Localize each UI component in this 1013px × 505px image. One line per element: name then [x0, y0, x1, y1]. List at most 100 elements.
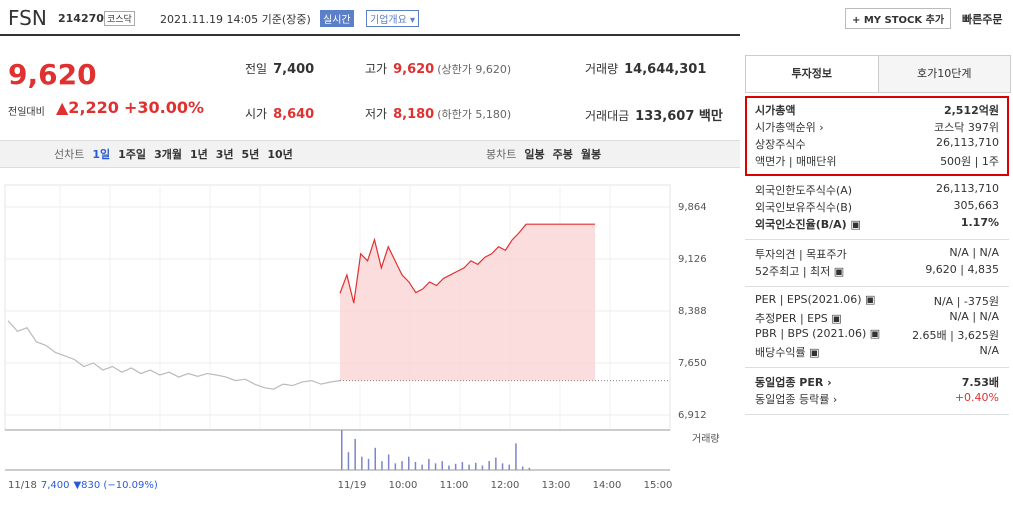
- tab[interactable]: 월봉: [580, 148, 602, 161]
- info-row: 외국인한도주식수(A) 26,113,710: [755, 182, 999, 199]
- volume-bar: [367, 458, 370, 470]
- tab[interactable]: 1일: [92, 148, 111, 161]
- price: 9,620: [8, 58, 97, 91]
- volume-bar: [361, 456, 363, 470]
- tab[interactable]: 투자정보: [791, 67, 832, 80]
- info-label: 외국인보유주식수(B): [755, 201, 853, 214]
- info-label: 액면가 | 매매단위: [755, 155, 837, 168]
- volume-bar: [501, 463, 504, 470]
- info-label: PER | EPS(2021.06) ▣: [755, 293, 876, 306]
- tab-label: 선차트: [54, 148, 85, 161]
- info-row: 시가총액 2,512억원: [755, 102, 999, 119]
- info-value: 2.65배 | 3,625원: [912, 329, 999, 342]
- cell-label: 고가: [365, 62, 388, 76]
- info-value: 7.53배: [961, 376, 999, 389]
- info-value: +0.40%: [954, 391, 999, 404]
- price-cell: 시가 8,640: [245, 105, 314, 122]
- cell-value: 133,607 백만: [635, 109, 723, 124]
- x-tick-label: 13:00: [542, 480, 571, 491]
- realtime-badge[interactable]: 실시간: [320, 10, 354, 27]
- volume-bar: [394, 463, 397, 470]
- info-value: 1.17%: [960, 216, 999, 229]
- cell-value: 9,620: [393, 62, 435, 77]
- tab[interactable]: 3개월: [154, 148, 182, 161]
- cell-value: 14,644,301: [624, 62, 707, 77]
- info-row: 외국인소진율(B/A) ▣ 1.17%: [755, 216, 999, 233]
- info-value: 9,620 | 4,835: [925, 263, 999, 276]
- mystock-button[interactable]: + MY STOCK 추가: [845, 8, 952, 29]
- time: 2021.11.19 14:05 기준(장중): [160, 13, 311, 26]
- volume-bar: [341, 430, 343, 470]
- x-tick-label: 10:00: [389, 480, 418, 491]
- candle-tabs: 봉차트 일봉 주봉 월봉: [482, 146, 605, 162]
- chart-tabs: [0, 140, 740, 168]
- tab[interactable]: 1주일: [118, 148, 147, 161]
- cell-value: 8,640: [273, 107, 315, 122]
- x-tick-label: 15:00: [644, 480, 673, 491]
- overview-button[interactable]: 기업개요 ▾: [366, 10, 419, 27]
- volume-label: 거래량: [692, 433, 720, 445]
- cell-value: 7,400: [273, 62, 315, 77]
- tab[interactable]: 주봉: [552, 148, 573, 161]
- tab[interactable]: 3년: [215, 148, 234, 161]
- prev-close: 7,400: [41, 480, 70, 491]
- cell-note: (상한가 9,620): [437, 63, 512, 76]
- info-label: 상장주식수: [755, 138, 806, 151]
- info-label: 동일업종 등락률 ›: [755, 393, 838, 406]
- volume-bar: [434, 463, 437, 470]
- line-tabs: 선차트 1일 1주일 3개월 1년 3년 5년 10년: [50, 146, 297, 162]
- info-value: N/A | -375원: [933, 295, 999, 308]
- volume-bar: [481, 465, 484, 470]
- info-label: 외국인소진율(B/A) ▣: [755, 218, 861, 231]
- tab[interactable]: 호가10단계: [877, 56, 1010, 92]
- x-tick-label: 14:00: [593, 480, 622, 491]
- info-tabs: 투자정보 호가10단계: [745, 55, 1011, 93]
- price-line: [7, 320, 341, 390]
- prev-date: 11/18: [8, 480, 37, 491]
- volume-bar: [414, 462, 417, 470]
- y-tick-label: 8,388: [678, 306, 707, 317]
- cell-label: 저가: [365, 107, 388, 121]
- info-row: 외국인보유주식수(B) 305,663: [755, 199, 999, 216]
- info-label: 외국인한도주식수(A): [755, 184, 853, 197]
- info-value: 500원 | 1주: [940, 155, 999, 168]
- volume-bar: [448, 465, 450, 470]
- info-row: 시가총액순위 › 코스닥 397위: [755, 119, 999, 136]
- stock-name: FSN: [8, 6, 47, 30]
- cell-value: 8,180: [393, 107, 435, 122]
- tab[interactable]: 5년: [241, 148, 260, 161]
- info-value: 26,113,710: [936, 136, 999, 149]
- volume-bar: [488, 461, 490, 470]
- info-label: 배당수익률 ▣: [755, 346, 820, 359]
- info-value: 코스닥 397위: [934, 121, 999, 134]
- info-label: 동일업종 PER ›: [755, 376, 832, 389]
- quick-order[interactable]: 빠른주문: [962, 13, 1003, 26]
- price-cell: 저가 8,180 (하한가 5,180): [365, 105, 511, 122]
- info-group: 투자의견 | 목표주가 N/A | N/A 52주최고 | 최저 ▣ 9,620 | …: [745, 240, 1009, 287]
- change: ▲2,220: [56, 98, 119, 117]
- change-rate: +30.00%: [124, 98, 205, 117]
- price-cell: 거래대금 133,607 백만: [585, 105, 723, 124]
- info-row: 상장주식수 26,113,710: [755, 136, 999, 153]
- divider: [0, 34, 740, 36]
- info-label: 시가총액: [755, 104, 796, 117]
- y-tick-label: 9,864: [678, 202, 707, 213]
- info-value: 2,512억원: [943, 104, 999, 117]
- tab[interactable]: 1년: [189, 148, 208, 161]
- info-label: 추정PER | EPS ▣: [755, 312, 842, 325]
- x-tick-label: 12:00: [491, 480, 520, 491]
- volume-bar: [461, 462, 464, 470]
- chart: 9,864 9,126 8,388 7,650 6,912 거래량 11/19 10:00 11…: [4, 184, 720, 491]
- x-tick-label: 11:00: [440, 480, 469, 491]
- cell-note: (하한가 5,180): [437, 108, 512, 121]
- tab[interactable]: 일봉: [524, 148, 545, 161]
- volume-bar: [428, 458, 430, 470]
- stock-code: 214270: [58, 12, 104, 25]
- info-row: PER | EPS(2021.06) ▣ N/A | -375원: [755, 293, 999, 310]
- tab[interactable]: 10년: [267, 148, 293, 161]
- volume-bar: [468, 464, 470, 470]
- volume-bar: [408, 456, 410, 470]
